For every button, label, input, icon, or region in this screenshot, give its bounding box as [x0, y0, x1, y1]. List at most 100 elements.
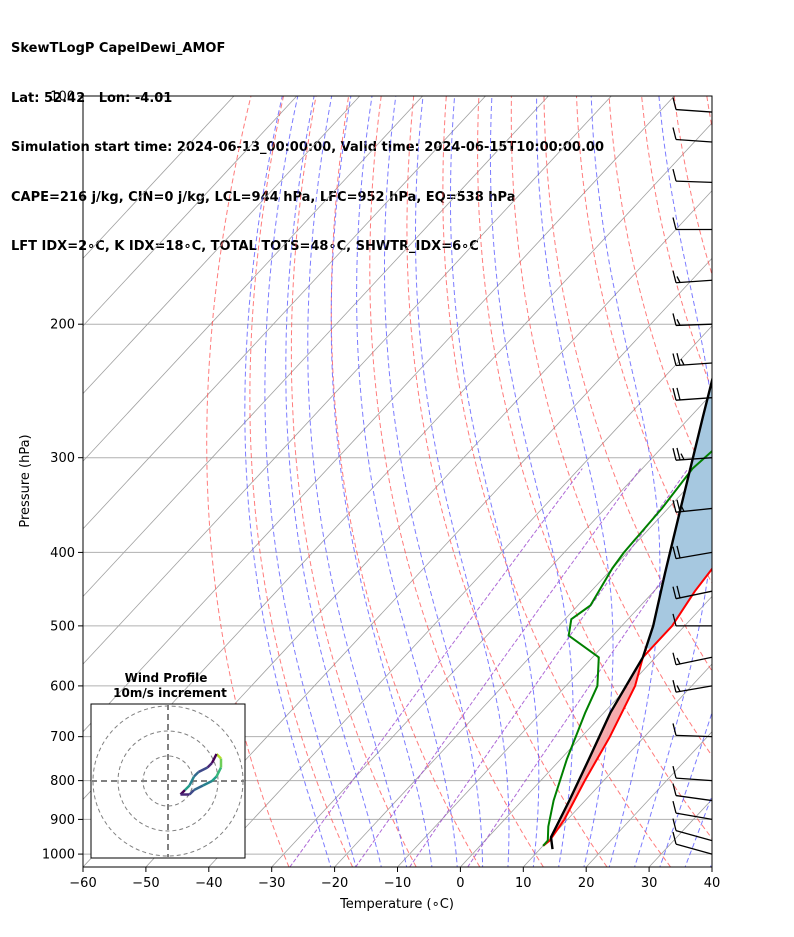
barb-flag — [672, 831, 677, 845]
barb-flag — [676, 685, 681, 692]
barb-staff — [675, 830, 713, 842]
wind-barb — [672, 545, 713, 560]
isotherm-line — [208, 325, 712, 867]
y-axis-label: Pressure (hPa) — [18, 434, 33, 527]
y-tick-label: 100 — [50, 90, 75, 105]
hodograph-segment — [202, 779, 213, 787]
barb-flag — [672, 448, 677, 461]
barb-staff — [675, 685, 713, 693]
mixing-ratio-line — [355, 468, 641, 867]
mixing-ratio-line — [409, 468, 689, 867]
barb-flag — [676, 276, 681, 283]
barb-staff — [675, 138, 713, 143]
barb-staff — [675, 590, 713, 600]
hodograph-segment — [188, 775, 196, 787]
wind-barb — [672, 613, 712, 627]
barb-staff — [675, 794, 713, 802]
hodograph-segment — [184, 784, 191, 791]
x-tick-label: −40 — [195, 876, 222, 891]
barb-flag — [680, 358, 685, 366]
dry-adiabat-line — [330, 96, 481, 867]
x-tick-label: 0 — [456, 876, 464, 891]
x-tick-label: 40 — [704, 876, 721, 891]
axis-ticks: −60 −50 −40 −30 −20 −10 0 10 20 30 40 100 200 300 400 5… — [42, 90, 720, 892]
wind-barb — [672, 168, 713, 184]
y-tick-label: 400 — [50, 546, 75, 561]
wind-barb — [672, 353, 713, 367]
isotherm-line — [83, 96, 486, 530]
dry-adiabat-line — [706, 96, 712, 130]
isotherm-line — [523, 663, 712, 867]
wind-barb — [672, 800, 713, 821]
title-line-2: Lat: 52.42 Lon: -4.01 — [11, 90, 173, 106]
barb-staff — [675, 180, 713, 184]
isotherm-line — [711, 866, 712, 867]
barb-flag — [672, 783, 677, 796]
barb-staff — [675, 777, 713, 782]
dry-adiabat-line — [673, 96, 712, 277]
wind-barb — [672, 831, 713, 855]
barb-flag — [676, 447, 681, 461]
isotherm-line — [145, 257, 712, 867]
y-tick-label: 1000 — [42, 848, 75, 863]
barb-flag — [672, 818, 677, 831]
dry-adiabat-line — [477, 96, 712, 840]
x-tick-label: −20 — [321, 876, 348, 891]
wind-barb — [672, 270, 713, 284]
hodograph-segment — [193, 784, 204, 792]
barb-flag — [672, 500, 677, 513]
barb-flag — [672, 353, 677, 366]
x-tick-label: 20 — [578, 876, 595, 891]
barb-flag — [672, 217, 677, 230]
barb-staff — [675, 656, 713, 666]
barb-flag — [672, 679, 677, 693]
barb-flag — [680, 505, 685, 512]
isotherm-line — [83, 96, 675, 733]
isotherm-line — [271, 392, 712, 867]
x-tick-label: 30 — [641, 876, 658, 891]
y-tick-label: 900 — [50, 813, 75, 828]
barb-flag — [676, 585, 681, 599]
moist-adiabat-line — [709, 861, 712, 867]
barb-flag — [672, 127, 677, 140]
barb-flag — [676, 387, 681, 401]
wind-barb — [672, 97, 713, 113]
wind-barb — [672, 723, 713, 738]
moist-adiabat-line — [356, 96, 458, 867]
barb-staff — [675, 397, 713, 401]
profile-lines — [542, 375, 712, 850]
x-tick-label: 10 — [515, 876, 532, 891]
wind-barb — [672, 652, 713, 666]
moist-adiabat-line — [684, 794, 712, 867]
y-tick-label: 200 — [50, 318, 75, 333]
barb-flag — [676, 545, 681, 559]
dry-adiabat-line — [290, 96, 417, 867]
y-tick-label: 800 — [50, 774, 75, 789]
x-tick-label: −30 — [258, 876, 285, 891]
moist-adiabat-line — [536, 96, 614, 867]
x-tick-label: −60 — [69, 876, 96, 891]
dry-adiabat-line — [739, 96, 794, 867]
wind-barb — [672, 818, 713, 842]
barb-flag — [672, 168, 677, 182]
chart-title: SkewTLogP CapelDewi_AMOF Lat: 52.42 Lon:… — [11, 8, 604, 272]
inset-body — [91, 704, 245, 858]
wind-profile-inset: Wind Profile 10m/s increment — [90, 671, 246, 859]
hodograph-segment — [197, 766, 209, 774]
hodograph-segment — [188, 789, 195, 796]
barb-flag — [672, 613, 677, 627]
moist-adiabat-line — [330, 96, 433, 867]
dry-adiabat-line — [249, 96, 354, 867]
title-line-3: Simulation start time: 2024-06-13_00:00:… — [11, 140, 604, 155]
hodograph-segment — [211, 775, 218, 782]
x-tick-label: −10 — [384, 876, 411, 891]
isotherm-line — [83, 96, 298, 327]
isotherm-line — [334, 460, 712, 867]
title-line-4: CAPE=216 j/kg, CIN=0 j/kg, LCL=944 hPa, … — [11, 189, 516, 205]
dry-adiabat-line — [206, 96, 290, 867]
y-tick-label: 700 — [50, 730, 75, 745]
barb-staff — [675, 734, 713, 738]
barb-flag — [672, 313, 677, 326]
hodograph-segment — [206, 762, 213, 769]
